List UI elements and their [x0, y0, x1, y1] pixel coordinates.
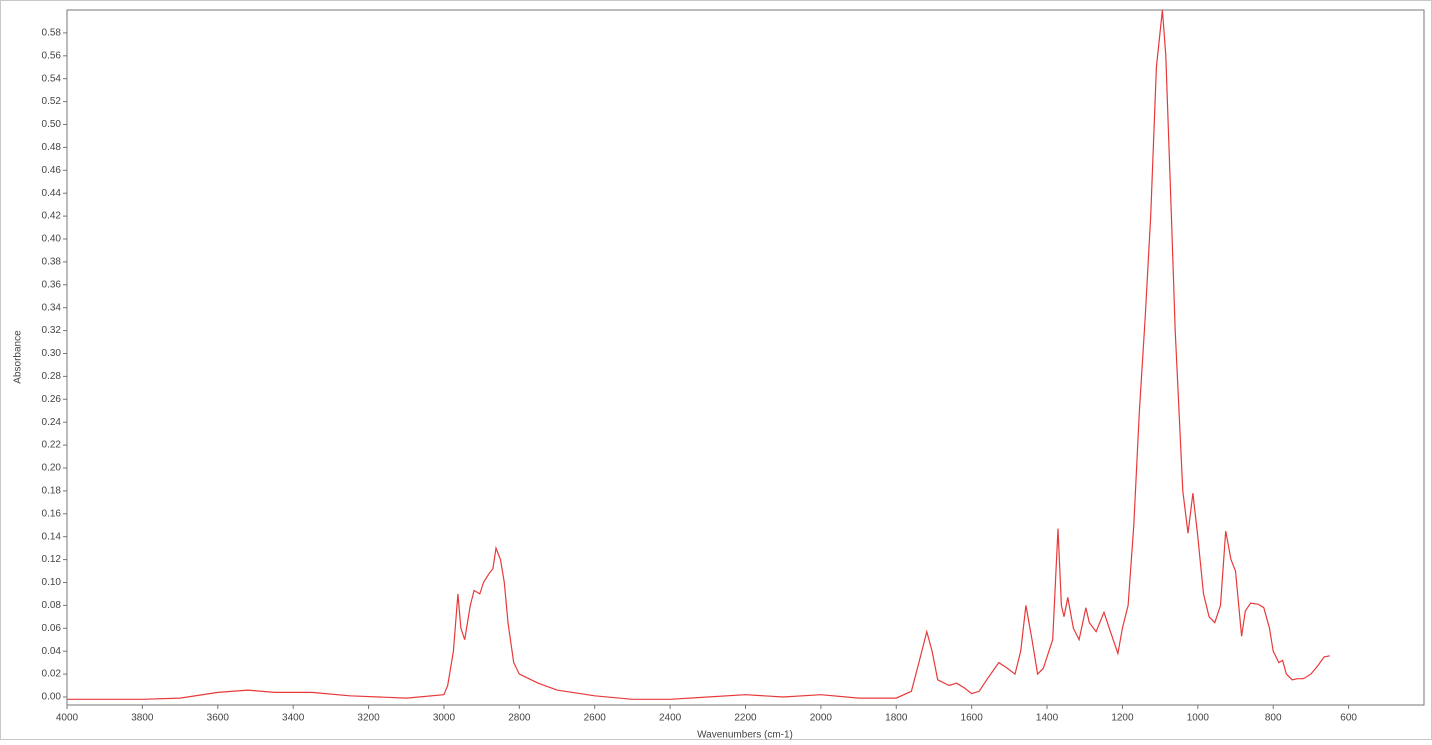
x-tick-label: 1600: [961, 713, 984, 724]
y-tick-label: 0.02: [42, 669, 62, 680]
y-tick-label: 0.12: [42, 554, 62, 565]
x-tick-label: 800: [1265, 713, 1282, 724]
x-tick-label: 2000: [810, 713, 833, 724]
y-tick-label: 0.08: [42, 600, 62, 611]
spectrum-line: [67, 9, 1330, 700]
y-tick-label: 0.24: [42, 417, 62, 428]
x-axis-label: Wavenumbers (cm-1): [697, 730, 793, 740]
y-tick-label: 0.22: [42, 440, 62, 451]
y-tick-label: 0.00: [42, 692, 62, 703]
y-tick-label: 0.46: [42, 165, 62, 176]
x-tick-label: 3400: [282, 713, 305, 724]
x-tick-label: 3600: [207, 713, 230, 724]
y-tick-label: 0.44: [42, 188, 62, 199]
x-tick-label: 1000: [1187, 713, 1210, 724]
x-tick-label: 2400: [659, 713, 682, 724]
x-tick-label: 2200: [734, 713, 757, 724]
y-tick-label: 0.52: [42, 96, 62, 107]
y-tick-label: 0.04: [42, 646, 62, 657]
y-tick-label: 0.50: [42, 119, 62, 130]
y-tick-label: 0.48: [42, 142, 62, 153]
y-tick-label: 0.56: [42, 50, 62, 61]
x-tick-label: 3000: [433, 713, 456, 724]
y-tick-label: 0.34: [42, 302, 62, 313]
y-tick-label: 0.40: [42, 234, 62, 245]
y-axis-label: Absorbance: [13, 330, 24, 384]
x-tick-label: 3800: [131, 713, 154, 724]
y-tick-label: 0.06: [42, 623, 62, 634]
x-tick-label: 3200: [357, 713, 380, 724]
y-tick-label: 0.38: [42, 257, 62, 268]
x-tick-label: 1400: [1036, 713, 1059, 724]
y-tick-label: 0.36: [42, 279, 62, 290]
y-tick-label: 0.18: [42, 486, 62, 497]
x-tick-label: 1800: [885, 713, 908, 724]
y-tick-label: 0.32: [42, 325, 62, 336]
y-tick-label: 0.26: [42, 394, 62, 405]
y-tick-label: 0.14: [42, 531, 62, 542]
x-tick-label: 2600: [584, 713, 607, 724]
x-tick-label: 4000: [56, 713, 79, 724]
x-tick-label: 600: [1340, 713, 1357, 724]
y-tick-label: 0.58: [42, 28, 62, 39]
y-tick-label: 0.20: [42, 463, 62, 474]
y-tick-label: 0.42: [42, 211, 62, 222]
x-tick-label: 2800: [508, 713, 531, 724]
y-tick-label: 0.28: [42, 371, 62, 382]
y-tick-label: 0.16: [42, 508, 62, 519]
y-tick-label: 0.54: [42, 73, 62, 84]
y-tick-label: 0.30: [42, 348, 62, 359]
x-tick-label: 1200: [1111, 713, 1134, 724]
y-tick-label: 0.10: [42, 577, 62, 588]
